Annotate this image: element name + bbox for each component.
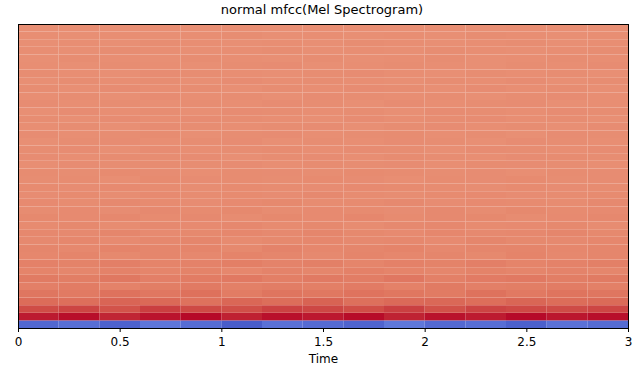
svg-text:3: 3 [625, 335, 633, 349]
html-text:normal mfcc(Mel Spectrogram): normal mfcc(Mel Spectrogram) [220, 2, 424, 17]
svg-text:2: 2 [421, 335, 429, 349]
svg-text:1: 1 [218, 335, 226, 349]
svg-text:1.5: 1.5 [314, 335, 333, 349]
svg-text:0.5: 0.5 [111, 335, 130, 349]
svg-text:2.5: 2.5 [517, 335, 536, 349]
svg-text:0: 0 [15, 335, 23, 349]
svg-text:Time: Time [308, 352, 338, 366]
